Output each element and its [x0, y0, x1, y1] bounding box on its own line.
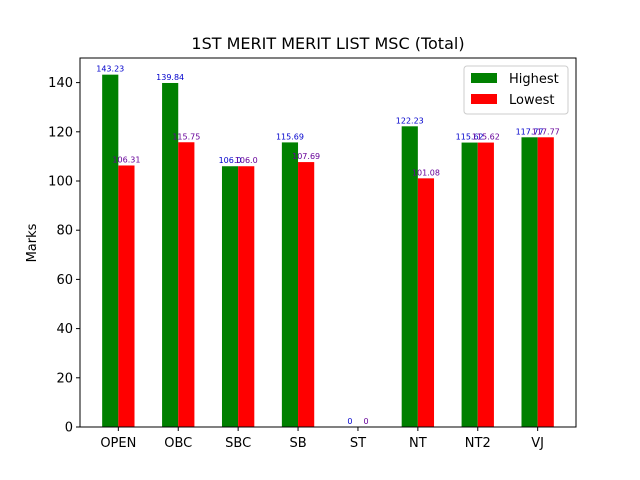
bar-highest-vj [521, 137, 538, 428]
y-tick-label: 140 [48, 76, 73, 91]
value-label-highest-open: 143.23 [96, 65, 124, 74]
bar-lowest-nt2 [477, 142, 494, 427]
value-label-lowest-vj: 117.77 [532, 127, 560, 136]
x-tick-label-obc: OBC [164, 436, 192, 451]
legend: Highest Lowest [463, 65, 569, 115]
bar-lowest-vj [537, 137, 554, 428]
value-label-highest-vj: 117.77 [516, 127, 544, 136]
value-label-lowest-sbc: 106.0 [235, 156, 258, 165]
bar-highest-obc [162, 82, 179, 428]
legend-label-highest: Highest [509, 72, 559, 87]
bar-lowest-obc [178, 142, 195, 427]
chart-title: 1ST MERIT MERIT LIST MSC (Total) [191, 34, 464, 53]
value-label-highest-nt: 122.23 [396, 116, 424, 125]
bar-highest-nt [401, 126, 418, 427]
y-tick-label: 120 [48, 125, 73, 140]
x-tick-label-vj: VJ [531, 436, 544, 451]
y-tick-label: 0 [65, 421, 73, 436]
value-label-highest-st: 0 [347, 417, 352, 426]
value-label-lowest-sb: 107.69 [292, 152, 320, 161]
plot-area: 143.23 139.84 106.0 115.69 0 122.23 115.62 117.… [48, 57, 577, 451]
value-label-lowest-obc: 115.75 [172, 132, 200, 141]
legend-swatch-highest [471, 73, 497, 83]
bar-highest-sb [281, 142, 299, 427]
value-label-lowest-st: 0 [363, 417, 368, 426]
y-tick-label: 80 [56, 224, 73, 239]
bar-lowest-open [118, 165, 135, 428]
y-axis-label: Marks [25, 223, 40, 262]
x-tick-label-st: ST [350, 436, 366, 451]
x-tick-label-open: OPEN [100, 436, 136, 451]
value-label-lowest-nt: 101.08 [412, 168, 440, 177]
axes-frame [79, 57, 577, 428]
value-label-lowest-nt2: 115.62 [472, 133, 500, 142]
y-tick-label: 100 [48, 175, 73, 190]
y-tick-label: 40 [56, 322, 73, 337]
bar-highest-nt2 [461, 142, 478, 427]
x-tick-label-sbc: SBC [225, 436, 251, 451]
bar-highest-sbc [221, 166, 239, 428]
x-tick-label-nt: NT [409, 436, 427, 451]
y-tick-label: 20 [56, 371, 73, 386]
x-tick-label-nt2: NT2 [465, 436, 491, 451]
y-tick-label: 60 [56, 273, 73, 288]
value-label-highest-sb: 115.69 [276, 132, 304, 141]
value-label-highest-sbc: 106.0 [219, 156, 242, 165]
value-label-highest-obc: 139.84 [156, 73, 184, 82]
value-label-lowest-open: 106.31 [112, 155, 140, 164]
value-label-highest-nt2: 115.62 [456, 133, 484, 142]
legend-swatch-lowest [471, 94, 497, 104]
bar-lowest-sb [298, 162, 315, 427]
x-tick-label-sb: SB [289, 436, 306, 451]
bar-lowest-nt [417, 178, 435, 427]
bar-highest-open [102, 74, 119, 428]
bar-lowest-sbc [238, 166, 255, 428]
legend-label-lowest: Lowest [509, 93, 554, 108]
